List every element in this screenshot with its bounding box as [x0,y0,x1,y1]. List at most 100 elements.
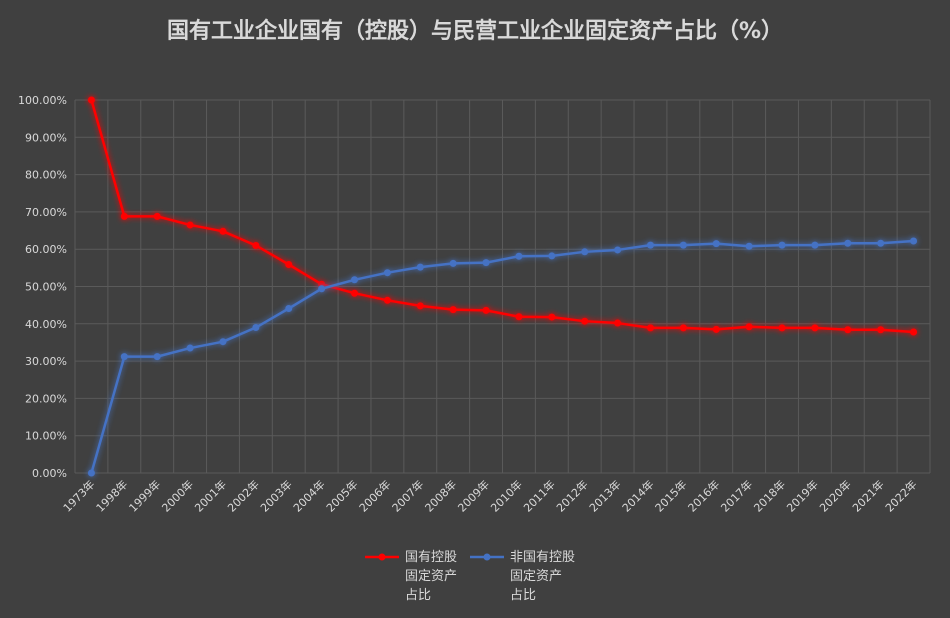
legend-label: 固定资产 [405,569,457,584]
x-tick-label: 1999年 [126,477,163,514]
x-tick-label: 2016年 [685,477,722,514]
data-point [252,241,260,249]
y-axis-ticks: 0.00% 10.00% 20.00% 30.00% 40.00% 50.00% 60.00… [18,94,67,480]
y-tick-label: 100.00% [18,94,67,107]
x-tick-label: 2009年 [455,477,492,514]
y-tick-label: 20.00% [25,392,67,405]
data-point [120,212,128,220]
data-point [745,242,753,250]
data-point [482,259,490,267]
data-point [844,326,852,334]
series-group [87,96,918,477]
data-point [679,324,687,332]
y-tick-label: 60.00% [25,243,67,256]
x-tick-label: 2005年 [323,477,360,514]
data-point [910,237,918,245]
data-point [186,344,194,352]
y-tick-label: 0.00% [32,467,67,480]
data-point [515,252,523,260]
x-tick-label: 2021年 [849,477,886,514]
data-point [646,241,654,249]
data-point [318,285,326,293]
x-tick-label: 2007年 [389,477,426,514]
data-point [449,306,457,314]
y-tick-label: 90.00% [25,131,67,144]
x-axis-ticks: 1973年1998年1999年2000年2001年2002年2003年2004年… [60,477,920,514]
x-tick-label: 2000年 [159,477,196,514]
data-point [186,221,194,229]
data-point [120,353,128,361]
x-tick-label: 1973年 [60,477,97,514]
data-point [285,260,293,268]
y-tick-label: 30.00% [25,355,67,368]
x-tick-label: 2020年 [816,477,853,514]
y-tick-label: 80.00% [25,169,67,182]
legend-label: 固定资产 [510,569,562,584]
legend-label: 占比 [405,588,431,603]
legend-marker [378,553,386,561]
x-tick-label: 2006年 [356,477,393,514]
data-point [712,240,720,248]
x-tick-label: 1998年 [93,477,130,514]
data-point [416,263,424,271]
data-point [548,313,556,321]
x-tick-label: 2001年 [192,477,229,514]
series-2 [87,237,918,477]
data-point [679,241,687,249]
data-point [219,338,227,346]
gridlines [74,99,931,474]
data-point [219,227,227,235]
legend-label: 国有控股 [405,550,457,565]
chart-title: 国有工业企业国有（控股）与民营工业企业固定资产占比（%） [167,18,783,44]
x-tick-label: 2019年 [784,477,821,514]
x-tick-label: 2002年 [225,477,262,514]
data-point [153,353,161,361]
y-tick-label: 10.00% [25,430,67,443]
data-point [712,325,720,333]
x-tick-label: 2017年 [718,477,755,514]
legend-marker [483,553,491,561]
legend-label: 非国有控股 [510,550,575,565]
data-point [285,305,293,313]
data-point [548,252,556,260]
data-point [351,276,359,284]
data-point [515,313,523,321]
data-point [87,96,95,104]
data-point [581,317,589,325]
data-point [351,289,359,297]
data-point [416,302,424,310]
x-tick-label: 2012年 [553,477,590,514]
legend-label: 占比 [510,588,536,603]
data-point [778,241,786,249]
data-point [252,324,260,332]
data-point [811,324,819,332]
x-tick-label: 2022年 [882,477,919,514]
x-tick-label: 2003年 [257,477,294,514]
y-tick-label: 70.00% [25,206,67,219]
x-tick-label: 2015年 [652,477,689,514]
data-point [581,248,589,256]
x-tick-label: 2018年 [751,477,788,514]
data-point [614,319,622,327]
data-point [87,469,95,477]
data-point [745,323,753,331]
series-line [90,99,914,334]
x-tick-label: 2010年 [488,477,525,514]
data-point [646,324,654,332]
data-point [910,328,918,336]
y-tick-label: 50.00% [25,281,67,294]
data-point [811,241,819,249]
x-tick-label: 2014年 [619,477,656,514]
data-point [449,259,457,267]
data-point [844,239,852,247]
data-point [482,306,490,314]
x-tick-label: 2013年 [586,477,623,514]
series-1 [87,96,918,336]
data-point [383,269,391,277]
x-tick-label: 2008年 [422,477,459,514]
data-point [614,246,622,254]
